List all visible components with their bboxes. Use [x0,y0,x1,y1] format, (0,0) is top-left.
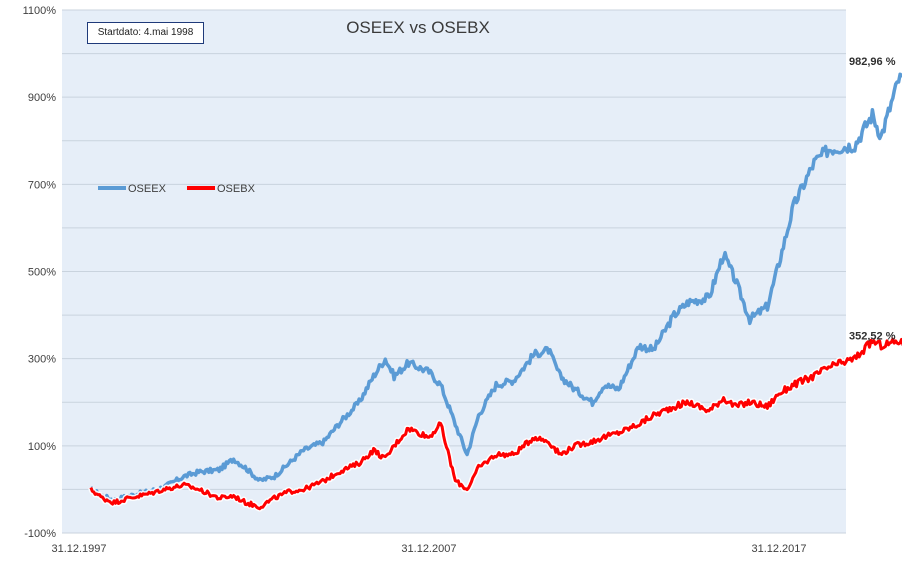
y-tick-label: 100% [28,441,56,453]
legend-label-oseex: OSEEX [128,183,167,195]
y-tick-label: 1100% [23,5,57,17]
y-tick-label: -100% [24,528,56,540]
startdate-annotation: Startdato: 4.mai 1998 [87,22,204,44]
y-tick-label: 700% [28,179,56,191]
x-tick-label: 31.12.1997 [51,543,106,555]
x-tick-label: 31.12.2017 [751,543,806,555]
y-tick-label: 300% [28,354,56,366]
chart-title: OSEEX vs OSEBX [346,18,490,37]
series-line-osebx [89,337,902,511]
end-label-oseex: 982,96 % [849,56,896,68]
series-line-oseex [90,72,902,504]
end-label-osebx: 352,52 % [849,331,896,343]
y-tick-label: 900% [28,92,56,104]
y-tick-label: 500% [28,267,56,279]
x-tick-label: 31.12.2007 [401,543,456,555]
legend-label-osebx: OSEBX [217,183,256,195]
